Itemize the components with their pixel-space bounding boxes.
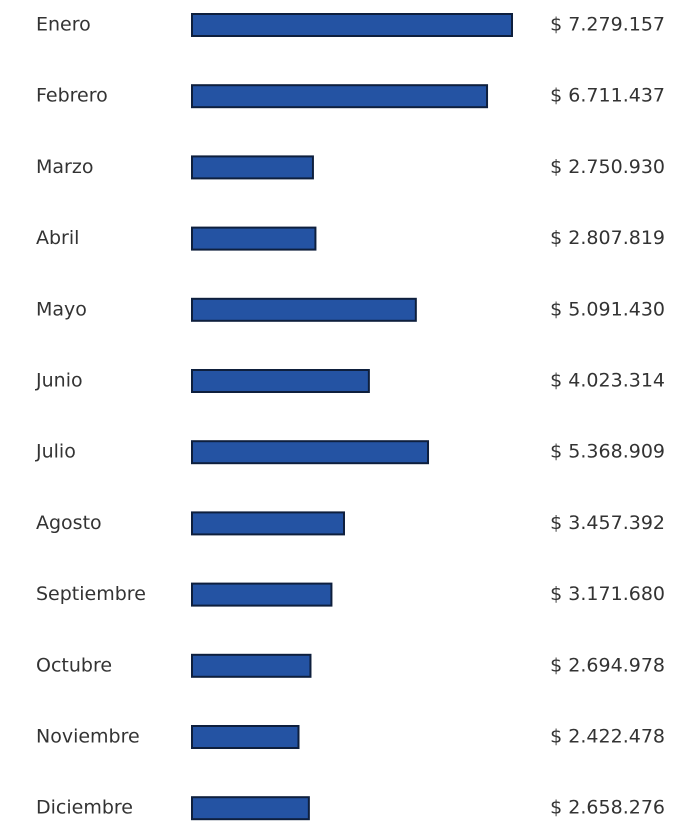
bar (191, 725, 300, 749)
bar (191, 13, 513, 37)
value-label: $ 2.807.819 (550, 227, 665, 249)
category-label: Enero (36, 14, 91, 36)
bar (191, 155, 314, 180)
value-label: $ 7.279.157 (550, 14, 665, 36)
category-label: Mayo (36, 298, 87, 320)
category-label: Noviembre (36, 726, 140, 748)
bar (191, 84, 489, 109)
category-label: Septiembre (36, 583, 146, 605)
bar (191, 440, 430, 465)
value-label: $ 3.457.392 (550, 512, 665, 534)
category-label: Julio (35, 441, 76, 463)
value-label: $ 2.658.276 (550, 797, 665, 819)
category-label: Junio (35, 370, 83, 392)
bar (191, 653, 312, 678)
value-label: $ 2.422.478 (550, 726, 665, 748)
value-label: $ 2.750.930 (550, 156, 665, 178)
value-label: $ 5.368.909 (550, 441, 665, 463)
category-label: Febrero (36, 85, 108, 107)
bar (191, 511, 345, 536)
category-label: Agosto (36, 512, 102, 534)
value-label: $ 2.694.978 (550, 654, 665, 676)
value-label: $ 5.091.430 (550, 298, 665, 320)
value-label: $ 6.711.437 (550, 85, 665, 107)
category-label: Octubre (36, 654, 112, 676)
bar (191, 369, 370, 393)
category-label: Marzo (36, 156, 93, 178)
category-label: Abril (36, 227, 79, 249)
bar (191, 226, 317, 251)
bar (191, 796, 310, 821)
bar (191, 297, 417, 322)
category-label: Diciembre (36, 797, 133, 819)
value-label: $ 4.023.314 (550, 370, 665, 392)
bar (191, 582, 333, 607)
value-label: $ 3.171.680 (550, 583, 665, 605)
